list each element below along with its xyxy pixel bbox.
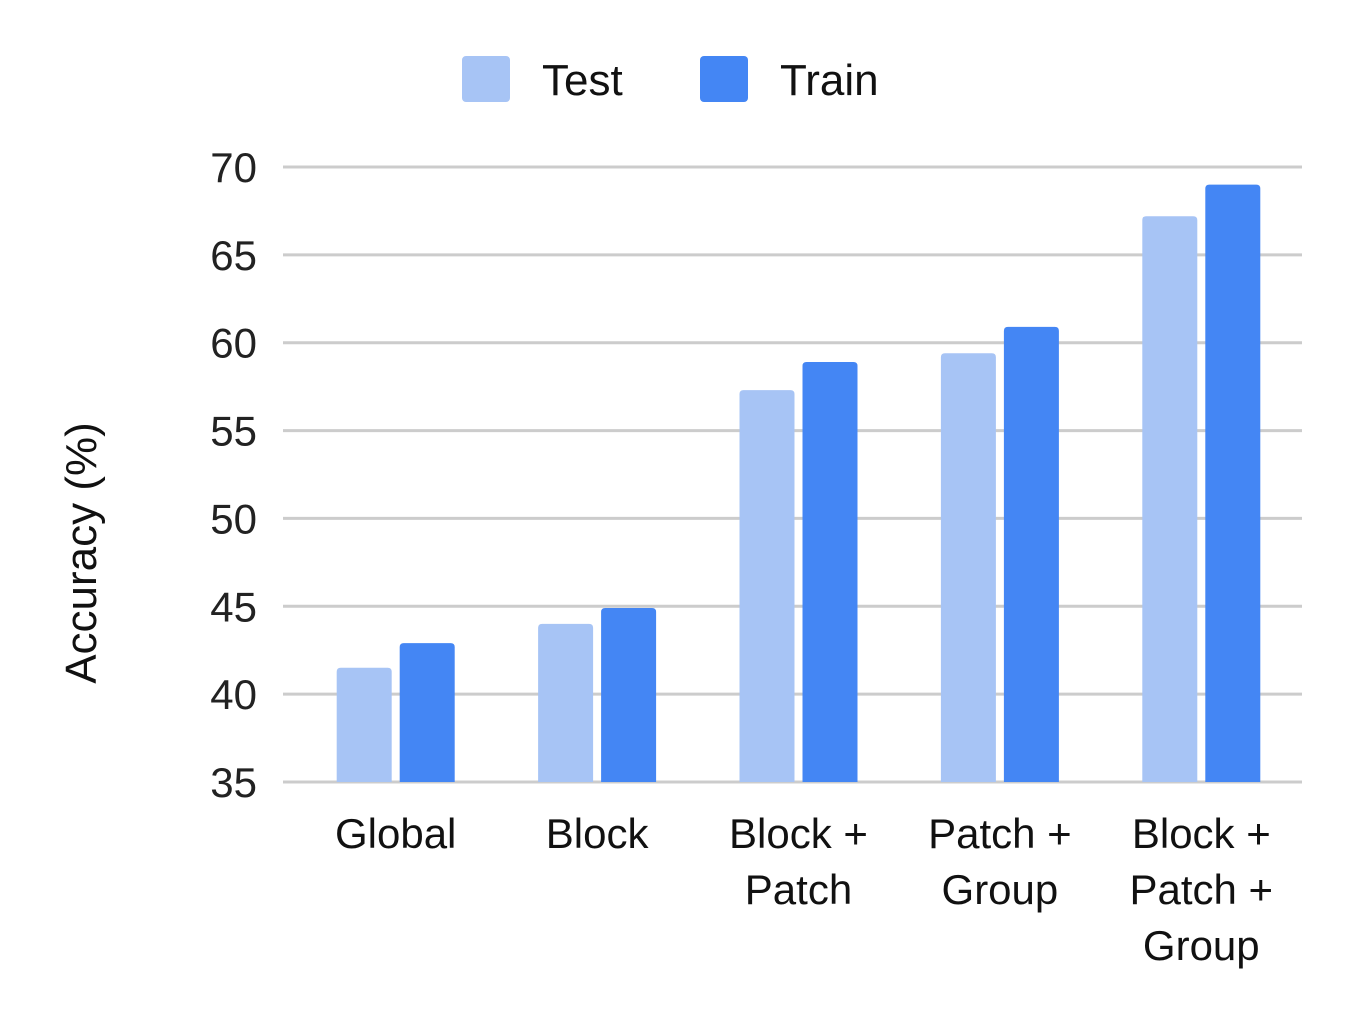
x-category-line: Group: [1143, 922, 1260, 969]
bar-test-2: [739, 390, 795, 782]
bar-train-2: [802, 362, 858, 782]
x-category-line: Patch: [745, 866, 852, 913]
x-category-label: Global: [335, 810, 456, 857]
x-category-line: Block +: [1132, 810, 1271, 857]
legend: Test Train: [462, 56, 879, 105]
y-tick-label: 50: [210, 495, 257, 542]
bar-train-0: [399, 643, 455, 782]
x-category-label: Block + Patch + Group: [1129, 810, 1273, 969]
x-category-line: Patch +: [928, 810, 1072, 857]
y-tick-label: 60: [210, 320, 257, 367]
x-category-line: Block: [546, 810, 650, 857]
bar-train-1: [601, 608, 657, 782]
y-tick-label: 65: [210, 232, 257, 279]
bar-test-3: [940, 353, 996, 782]
legend-swatch-test: [462, 56, 510, 102]
bars: [336, 184, 1261, 783]
y-axis-ticks: 35 40 45 50 55 60 65 70: [210, 144, 257, 806]
x-category-line: Global: [335, 810, 456, 857]
y-tick-label: 40: [210, 671, 257, 718]
x-category-label: Block: [546, 810, 650, 857]
y-tick-label: 45: [210, 583, 257, 630]
x-category-line: Block +: [729, 810, 868, 857]
bar-train-3: [1003, 326, 1059, 782]
x-category-line: Patch +: [1129, 866, 1273, 913]
legend-swatch-train: [700, 56, 748, 102]
bar-test-1: [538, 623, 594, 782]
y-tick-label: 35: [210, 759, 257, 806]
x-category-label: Block + Patch: [729, 810, 868, 913]
x-category-line: Group: [942, 866, 1059, 913]
bar-train-4: [1205, 184, 1261, 783]
x-category-label: Patch + Group: [928, 810, 1072, 913]
y-tick-label: 70: [210, 144, 257, 191]
y-axis-title: Accuracy (%): [57, 422, 106, 684]
bar-test-4: [1142, 216, 1198, 782]
legend-label-train: Train: [780, 56, 879, 105]
legend-label-test: Test: [542, 56, 623, 105]
bar-test-0: [336, 667, 392, 782]
y-tick-label: 55: [210, 408, 257, 455]
